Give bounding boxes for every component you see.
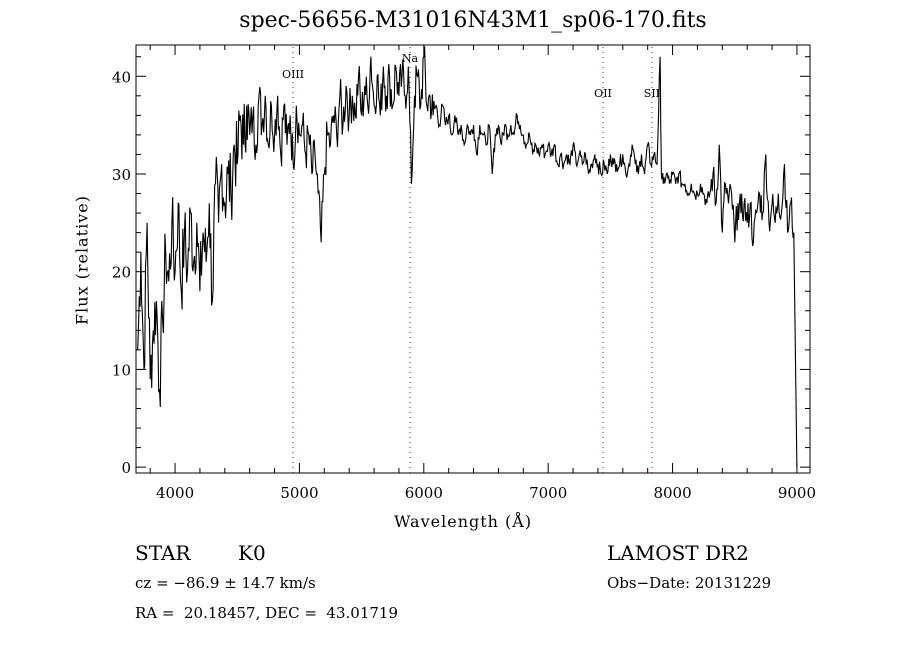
- spectral-line-label: Na: [402, 52, 419, 65]
- y-axis-label: Flux (relative): [72, 195, 92, 325]
- plot-frame: [135, 44, 811, 474]
- x-tick-label: 7000: [529, 484, 567, 502]
- y-tick-label: 40: [112, 68, 131, 86]
- spectral-line-label: OIII: [282, 68, 304, 81]
- y-tick-label: 30: [112, 166, 131, 184]
- survey-label: LAMOST DR2: [607, 541, 749, 565]
- chart-title: spec-56656-M31016N43M1_sp06-170.fits: [239, 8, 707, 33]
- x-tick-label: 5000: [280, 484, 318, 502]
- redshift-velocity: cz = −86.9 ± 14.7 km/s: [135, 574, 316, 592]
- spectral-line-label: OII: [594, 87, 612, 100]
- x-tick-label: 4000: [156, 484, 194, 502]
- y-tick-label: 20: [112, 264, 131, 282]
- x-tick-label: 6000: [405, 484, 443, 502]
- x-tick-label: 9000: [778, 484, 816, 502]
- y-tick-label: 10: [112, 361, 131, 379]
- x-tick-label: 8000: [653, 484, 691, 502]
- x-axis-label: Wavelength (Å): [394, 512, 533, 531]
- obs-date: Obs−Date: 20131229: [607, 574, 772, 592]
- coordinates: RA = 20.18457, DEC = 43.01719: [135, 604, 399, 622]
- spectral-line-label: SII: [644, 87, 660, 100]
- flux-series-line: [137, 46, 798, 468]
- y-tick-label: 0: [121, 459, 131, 477]
- subclass: K0: [238, 541, 266, 565]
- object-class: STAR: [135, 541, 191, 565]
